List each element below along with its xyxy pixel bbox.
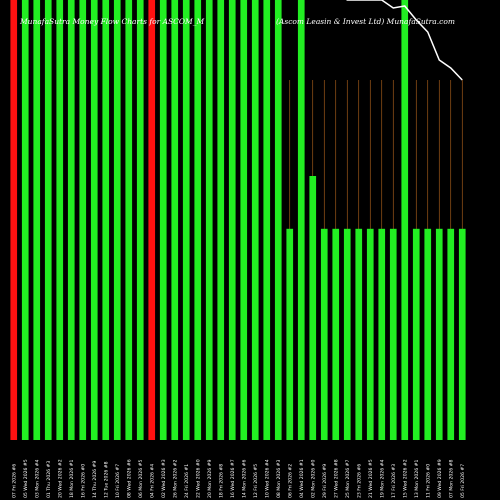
price-line — [346, 0, 463, 81]
bar — [309, 176, 317, 440]
x-tick-label: 05 Wed 2026 #5 — [23, 459, 29, 498]
x-tick-label: 22 Wed 2026 #0 — [195, 459, 201, 498]
x-tick-label: 04 Fri 2026 #4 — [149, 464, 155, 498]
x-tick-label: 07 Mon 2026 #8 — [448, 460, 454, 498]
x-tick-label: 12 Fri 2026 #5 — [253, 464, 259, 498]
bar — [240, 0, 248, 440]
bar — [366, 228, 374, 440]
x-tick-label: 11 Fri 2026 #0 — [425, 464, 431, 498]
bar — [458, 228, 466, 440]
x-tick-label: 27 Wed 2026 #8 — [333, 459, 339, 498]
x-tick-label: 10 Fri 2026 #7 — [115, 464, 121, 498]
x-tick-label: 16 Wed 2026 #7 — [230, 459, 236, 498]
bar — [274, 0, 282, 440]
x-tick-label: 12 Tue 2026 #8 — [103, 461, 109, 498]
bar — [332, 228, 340, 440]
bar — [56, 0, 64, 440]
bar — [148, 0, 156, 440]
bar — [10, 0, 18, 440]
x-tick-label: 29 Fri 2026 #9 — [322, 464, 328, 498]
bar — [378, 228, 386, 440]
bar — [389, 228, 397, 440]
bar — [424, 228, 432, 440]
bar — [412, 228, 420, 440]
x-tick-label: 07 Fri 2026 #6 — [11, 464, 17, 498]
bar — [102, 0, 110, 440]
x-tick-label: 02 Mon 2026 #0 — [310, 460, 316, 498]
x-tick-label: 20 Mon 2026 #9 — [207, 460, 213, 498]
x-tick-label: 19 Mon 2026 #4 — [379, 460, 385, 498]
x-tick-label: 10 Wed 2026 #4 — [264, 459, 270, 498]
x-tick-labels: 07 Fri 2026 #6 05 Wed 2026 #5 03 Mon 2026 … — [11, 459, 466, 498]
bar — [159, 0, 167, 440]
x-tick-label: 17 Fri 2026 #3 — [391, 464, 397, 498]
bar — [343, 228, 351, 440]
bar — [113, 0, 121, 440]
x-tick-label: 13 Mon 2026 #1 — [414, 460, 420, 498]
bar — [228, 0, 236, 440]
bar — [205, 0, 213, 440]
bar — [447, 228, 455, 440]
x-tick-label: 20 Wed 2026 #2 — [57, 459, 63, 498]
x-tick-label: 08 Mon 2026 #3 — [276, 460, 282, 498]
bar — [263, 0, 271, 440]
bars — [10, 0, 466, 440]
x-tick-label: 06 Fri 2026 #2 — [287, 464, 293, 498]
bar — [125, 0, 133, 440]
x-tick-label: 06 Mon 2026 #5 — [138, 460, 144, 498]
x-tick-label: 08 Wed 2026 #6 — [126, 459, 132, 498]
x-tick-label: 24 Fri 2026 #1 — [184, 464, 190, 498]
x-tick-label: 25 Mon 2026 #7 — [345, 460, 351, 498]
bar — [435, 228, 443, 440]
chart-title-left: MunafaSutra Money Flow Charts for ASCOM_… — [19, 17, 204, 26]
x-tick-label: 14 Thu 2026 #9 — [92, 461, 98, 498]
x-tick-label: 21 Wed 2026 #5 — [368, 459, 374, 498]
x-tick-label: 18 Mon 2026 #1 — [69, 460, 75, 498]
bar — [217, 0, 225, 440]
bar — [136, 0, 144, 440]
bar — [79, 0, 87, 440]
x-tick-label: 03 Mon 2026 #4 — [34, 460, 40, 498]
bar — [67, 0, 75, 440]
chart-title-right: (Ascom Leasin & Invest Ltd) MunafaSutra.… — [276, 17, 455, 26]
x-tick-label: 02 Wed 2026 #3 — [161, 459, 167, 498]
x-tick-label: 16 Fri 2026 #0 — [80, 464, 86, 498]
bar — [286, 228, 294, 440]
bar — [90, 0, 98, 440]
x-tick-label: 01 Thu 2026 #3 — [46, 461, 52, 498]
bar — [401, 0, 409, 440]
x-tick-label: 09 Wed 2026 #9 — [437, 459, 443, 498]
bar — [320, 228, 328, 440]
x-tick-label: 05 Fri 2026 #7 — [460, 464, 466, 498]
x-tick-label: 18 Fri 2026 #8 — [218, 464, 224, 498]
bar — [33, 0, 41, 440]
bar — [44, 0, 52, 440]
x-tick-label: 14 Mon 2026 #6 — [241, 460, 247, 498]
bar — [355, 228, 363, 440]
bar — [171, 0, 179, 440]
x-tick-label: 15 Wed 2026 #2 — [402, 459, 408, 498]
bar — [297, 0, 305, 440]
bar — [194, 0, 202, 440]
bar — [21, 0, 29, 440]
bar — [182, 0, 190, 440]
x-tick-label: 23 Fri 2026 #6 — [356, 464, 362, 498]
bar — [251, 0, 259, 440]
x-tick-label: 04 Wed 2026 #1 — [299, 459, 305, 498]
x-tick-label: 26 Mon 2026 #2 — [172, 460, 178, 498]
